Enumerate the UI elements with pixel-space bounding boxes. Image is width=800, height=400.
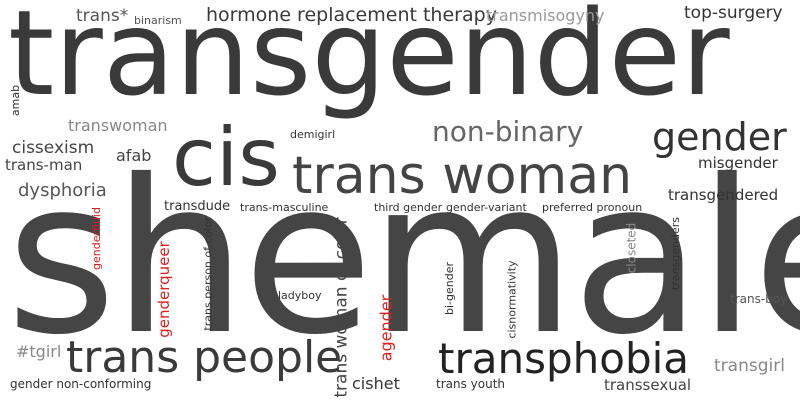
word-cissexism: cissexism	[12, 138, 95, 158]
word-third-gender: third gender	[374, 201, 443, 214]
word-trans-woman-of-color: trans woman of color	[331, 217, 352, 398]
word-genderfluid: genderfluid	[89, 207, 103, 270]
word-transdude: transdude	[164, 199, 231, 214]
word-afab: afab	[116, 146, 152, 165]
word-closeted: closeted	[624, 222, 639, 274]
word-gender: gender	[652, 115, 787, 159]
word-trans-masculine: trans-masculine	[240, 201, 329, 214]
word-trans-star: trans*	[76, 6, 129, 26]
word-top-surgery: top-surgery	[684, 3, 783, 23]
word-cis: cis	[172, 111, 280, 204]
word-transphobia: transphobia	[438, 334, 690, 383]
word-trans-youth: trans youth	[436, 377, 506, 391]
word-amab: amab	[9, 84, 23, 117]
word-transwoman: transwoman	[68, 116, 168, 135]
word-misgender: misgender	[698, 154, 778, 172]
word-genderqueer: genderqueer	[154, 241, 173, 338]
word-ladyboy: ladyboy	[278, 289, 322, 302]
word-binarism: binarism	[134, 14, 182, 27]
word-trans-man: trans-man	[5, 156, 83, 174]
word-transgendered: transgendered	[668, 186, 779, 204]
word-transgenders: transgenders	[669, 216, 683, 291]
word-trans-boy: trans-boy	[730, 292, 788, 306]
word-transgirl: transgirl	[714, 356, 785, 376]
word-bi-gender: bi-gender	[443, 261, 457, 316]
word-cishet: cishet	[352, 374, 400, 393]
word-transsexual: transsexual	[604, 376, 692, 394]
word-cisnormativity: cisnormativity	[505, 260, 519, 339]
word-transgender: transgender	[8, 0, 730, 122]
word-agender: agender	[376, 294, 396, 362]
word-dysphoria: dysphoria	[18, 180, 107, 201]
word-transmisogyny: transmisogyny	[486, 6, 605, 25]
word-tgirl: #tgirl	[16, 342, 62, 361]
word-demigirl: demigirl	[290, 128, 336, 141]
word-gender-variant: gender-variant	[446, 201, 527, 214]
word-trans-woman: trans woman	[292, 146, 633, 206]
word-trans-people: trans people	[66, 332, 343, 383]
word-trans-person-of-color: trans person of color	[201, 216, 215, 331]
word-non-binary: non-binary	[432, 115, 584, 148]
word-preferred-pronoun: preferred pronoun	[542, 201, 643, 214]
word-hormone-replacement-therapy: hormone replacement therapy	[206, 4, 497, 26]
word-gender-non-conforming: gender non-conforming	[10, 377, 152, 391]
word-shemale: shemale	[6, 134, 800, 381]
